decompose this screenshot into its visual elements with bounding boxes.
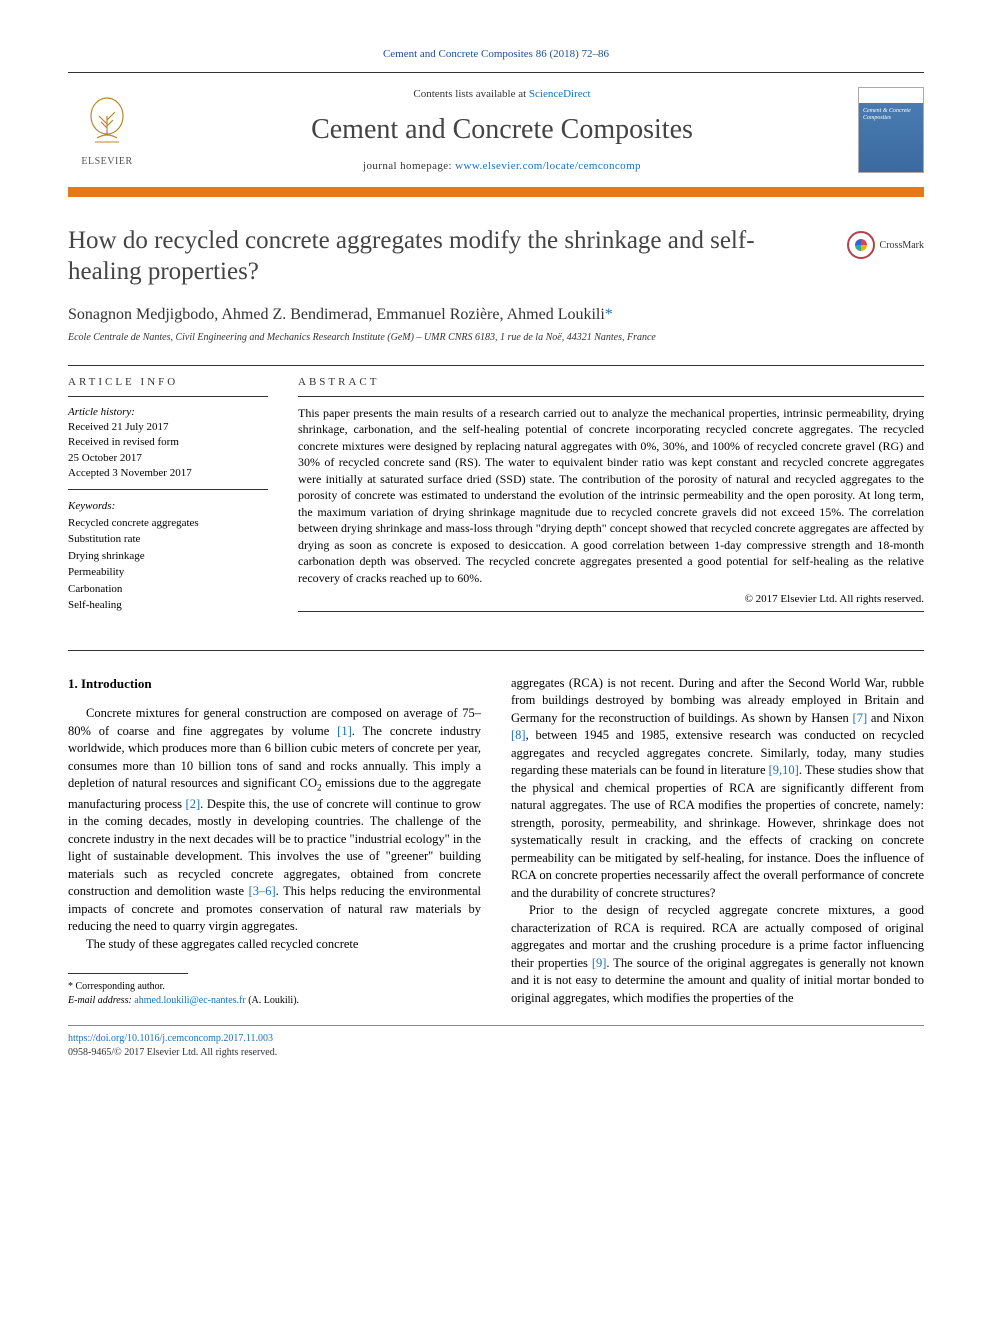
homepage-pre: journal homepage:: [363, 160, 455, 172]
crossmark-label: CrossMark: [880, 240, 924, 251]
journal-header: ELSEVIER Contents lists available at Sci…: [68, 83, 924, 177]
keyword: Carbonation: [68, 581, 268, 598]
email-label: E-mail address:: [68, 995, 132, 1006]
abstract-copyright: © 2017 Elsevier Ltd. All rights reserved…: [298, 593, 924, 605]
citation-link[interactable]: [9]: [592, 956, 607, 970]
page-footer: https://doi.org/10.1016/j.cemconcomp.201…: [68, 1025, 924, 1059]
body-paragraph: Concrete mixtures for general constructi…: [68, 705, 481, 936]
rule: [68, 650, 924, 651]
publisher-name: ELSEVIER: [68, 156, 146, 167]
abstract-column: ABSTRACT This paper presents the main re…: [298, 366, 924, 622]
contents-available-line: Contents lists available at ScienceDirec…: [146, 88, 858, 100]
journal-title: Cement and Concrete Composites: [146, 114, 858, 146]
elsevier-tree-icon: [79, 94, 135, 150]
revised-label: Received in revised form: [68, 435, 268, 450]
keyword: Self-healing: [68, 597, 268, 614]
citation-link[interactable]: [7]: [853, 711, 868, 725]
body-paragraph: Prior to the design of recycled aggregat…: [511, 902, 924, 1007]
doi-link[interactable]: https://doi.org/10.1016/j.cemconcomp.201…: [68, 1033, 273, 1044]
keywords-label: Keywords:: [68, 498, 268, 515]
corresponding-author-label: * Corresponding author.: [68, 980, 481, 994]
homepage-link[interactable]: www.elsevier.com/locate/cemconcomp: [455, 160, 641, 172]
crossmark-badge[interactable]: CrossMark: [847, 231, 924, 259]
keyword: Drying shrinkage: [68, 548, 268, 565]
revised-date: 25 October 2017: [68, 451, 268, 466]
citation-link[interactable]: [9,10]: [769, 763, 799, 777]
received-date: Received 21 July 2017: [68, 420, 268, 435]
email-link[interactable]: ahmed.loukili@ec-nantes.fr: [134, 995, 245, 1006]
journal-cover-thumbnail: Cement & Concrete Composites: [858, 87, 924, 173]
citation-link[interactable]: [3–6]: [249, 884, 276, 898]
article-info-heading: ARTICLE INFO: [68, 366, 268, 396]
corresponding-marker: *: [605, 306, 613, 323]
citation-link[interactable]: [8]: [511, 728, 526, 742]
citation-link[interactable]: [1]: [337, 724, 352, 738]
article-info-column: ARTICLE INFO Article history: Received 2…: [68, 366, 268, 622]
keyword: Substitution rate: [68, 531, 268, 548]
cover-label: Cement & Concrete Composites: [863, 108, 919, 121]
orange-divider-bar: [68, 187, 924, 197]
body-paragraph: The study of these aggregates called rec…: [68, 936, 481, 954]
contents-pre: Contents lists available at: [413, 88, 528, 100]
homepage-line: journal homepage: www.elsevier.com/locat…: [146, 160, 858, 172]
affiliation: Ecole Centrale de Nantes, Civil Engineer…: [68, 332, 924, 343]
crossmark-icon: [847, 231, 875, 259]
header-center: Contents lists available at ScienceDirec…: [146, 88, 858, 172]
keywords-block: Keywords: Recycled concrete aggregates S…: [68, 490, 268, 622]
authors-line: Sonagnon Medjigbodo, Ahmed Z. Bendimerad…: [68, 306, 924, 324]
article-title: How do recycled concrete aggregates modi…: [68, 225, 827, 288]
text-run: . These studies show that the physical a…: [511, 763, 924, 900]
text-run: and Nixon: [867, 711, 924, 725]
rule: [298, 611, 924, 612]
footnote-block: * Corresponding author. E-mail address: …: [68, 980, 481, 1007]
accepted-date: Accepted 3 November 2017: [68, 466, 268, 481]
article-history-block: Article history: Received 21 July 2017 R…: [68, 397, 268, 490]
keyword: Recycled concrete aggregates: [68, 515, 268, 532]
issn-copyright: 0958-9465/© 2017 Elsevier Ltd. All right…: [68, 1046, 924, 1060]
section-heading-intro: 1. Introduction: [68, 675, 481, 693]
footnote-rule: [68, 973, 188, 974]
body-paragraph: aggregates (RCA) is not recent. During a…: [511, 675, 924, 903]
keyword: Permeability: [68, 564, 268, 581]
authors-names: Sonagnon Medjigbodo, Ahmed Z. Bendimerad…: [68, 306, 605, 323]
history-label: Article history:: [68, 405, 268, 420]
sciencedirect-link[interactable]: ScienceDirect: [529, 88, 591, 100]
abstract-heading: ABSTRACT: [298, 366, 924, 396]
body-column-right: aggregates (RCA) is not recent. During a…: [511, 675, 924, 1008]
journal-reference-line: Cement and Concrete Composites 86 (2018)…: [68, 48, 924, 60]
citation-link[interactable]: [2]: [186, 797, 201, 811]
body-two-column: 1. Introduction Concrete mixtures for ge…: [68, 675, 924, 1008]
rule: [68, 72, 924, 73]
author-paren: (A. Loukili).: [248, 995, 299, 1006]
body-column-left: 1. Introduction Concrete mixtures for ge…: [68, 675, 481, 1008]
elsevier-logo: ELSEVIER: [68, 94, 146, 167]
abstract-text: This paper presents the main results of …: [298, 397, 924, 587]
